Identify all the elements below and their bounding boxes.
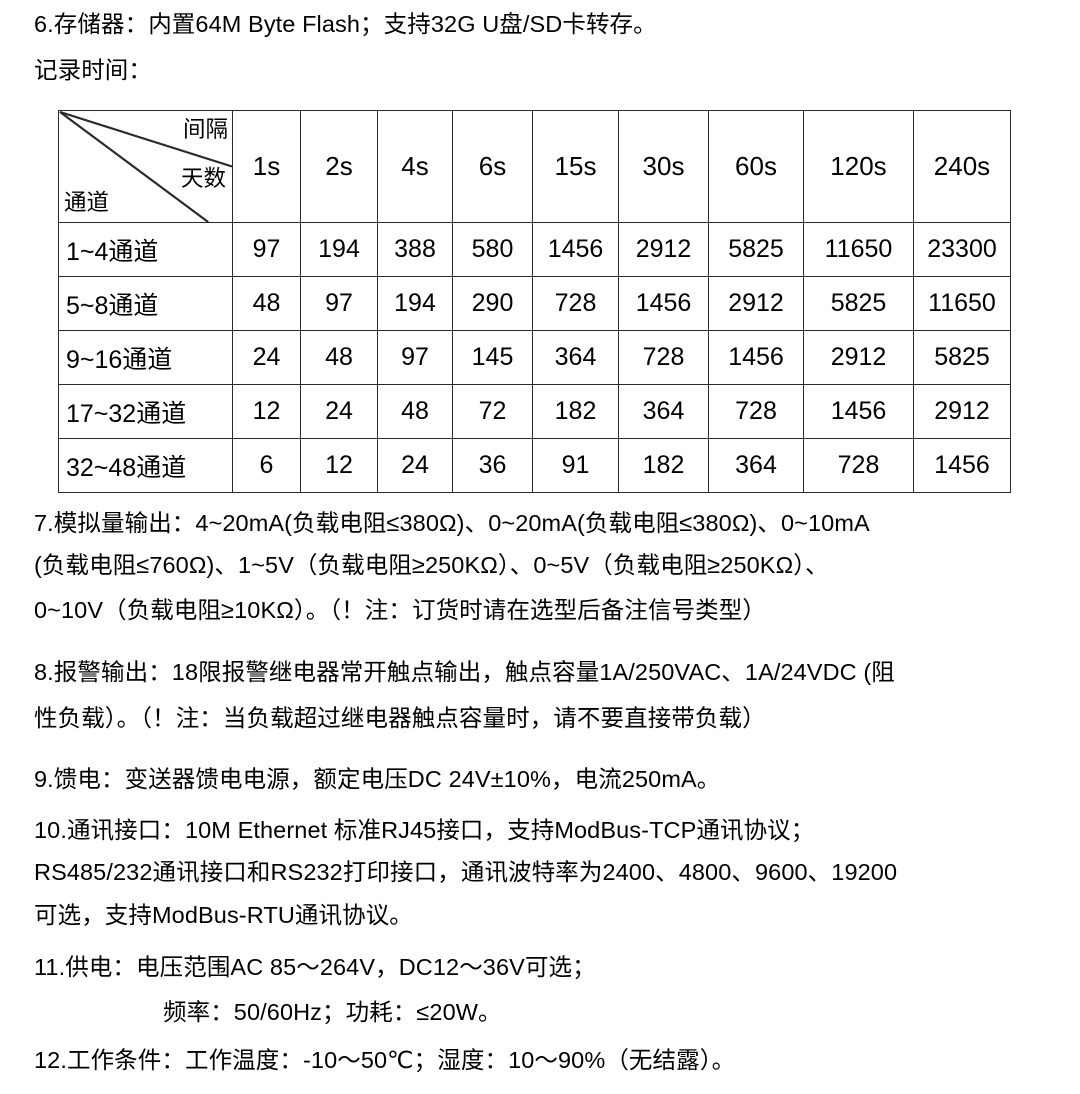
cell: 5825 [708,222,804,277]
cell: 1456 [913,438,1011,493]
analog-output-line-3: 0~10V（负载电阻≥10KΩ）。（！注：订货时请在选型后备注信号类型） [34,597,766,623]
cell: 728 [618,330,709,385]
cell: 5825 [803,276,914,331]
table-header-row: 间隔 天数 通道 1s 2s 4s 6s 15s 30s 60s 120s 24… [58,110,1011,223]
cell: 290 [452,276,533,331]
row-label-5-8: 5~8通道 [58,276,233,331]
feed-power-line-1: 9.馈电：变送器馈电电源，额定电压DC 24V±10%，电流250mA。 [34,766,721,792]
cell: 24 [377,438,453,493]
power-supply-line-2: 频率：50/60Hz；功耗：≤20W。 [163,999,502,1025]
cell: 728 [708,384,804,439]
alarm-output-line-1: 8.报警输出：18限报警继电器常开触点输出，触点容量1A/250VAC、1A/2… [34,659,895,685]
column-header-6s: 6s [452,110,533,223]
cell: 11650 [913,276,1011,331]
cell: 194 [300,222,378,277]
cell: 2912 [803,330,914,385]
column-header-60s: 60s [708,110,804,223]
cell: 97 [300,276,378,331]
analog-output-line-2: (负载电阻≤760Ω)、1~5V（负载电阻≥250KΩ）、0~5V（负载电阻≥2… [34,552,829,578]
diagonal-split-lines-icon [59,111,232,222]
cell: 48 [300,330,378,385]
cell: 91 [532,438,619,493]
row-label-17-32: 17~32通道 [58,384,233,439]
cell: 6 [232,438,301,493]
table-row: 32~48通道 6 12 24 36 91 182 364 728 1456 [58,438,1011,493]
storage-spec-line: 6.存储器：内置64M Byte Flash；支持32G U盘/SD卡转存。 [34,11,657,37]
cell: 364 [618,384,709,439]
table-row: 9~16通道 24 48 97 145 364 728 1456 2912 58… [58,330,1011,385]
analog-output-line-1: 7.模拟量输出：4~20mA(负载电阻≤380Ω)、0~20mA(负载电阻≤38… [34,510,870,536]
cell: 2912 [618,222,709,277]
row-label-9-16: 9~16通道 [58,330,233,385]
cell: 72 [452,384,533,439]
cell: 24 [232,330,301,385]
cell: 728 [803,438,914,493]
cell: 12 [232,384,301,439]
record-time-label: 记录时间： [34,57,152,83]
cell: 97 [232,222,301,277]
corner-interval-label: 间隔 [182,117,228,142]
cell: 728 [532,276,619,331]
column-header-30s: 30s [618,110,709,223]
cell: 36 [452,438,533,493]
cell: 11650 [803,222,914,277]
cell: 2912 [913,384,1011,439]
cell: 5825 [913,330,1011,385]
cell: 12 [300,438,378,493]
column-header-240s: 240s [913,110,1011,223]
cell: 182 [618,438,709,493]
corner-days-label: 天数 [180,165,226,191]
cell: 1456 [532,222,619,277]
power-supply-line-1: 11.供电：电压范围AC 85～264V，DC12～36V可选； [34,954,596,980]
operating-conditions-line-1: 12.工作条件：工作温度：-10～50℃；湿度：10～90%（无结露）。 [34,1047,736,1073]
cell: 1456 [618,276,709,331]
corner-channel-label: 通道 [64,189,110,215]
cell: 24 [300,384,378,439]
cell: 97 [377,330,453,385]
record-time-table: 间隔 天数 通道 1s 2s 4s 6s 15s 30s 60s 120s 24… [58,110,1011,493]
row-label-32-48: 32~48通道 [58,438,233,493]
cell: 194 [377,276,453,331]
comm-interface-line-1: 10.通讯接口：10M Ethernet 标准RJ45接口，支持ModBus-T… [34,817,815,843]
cell: 388 [377,222,453,277]
cell: 364 [532,330,619,385]
alarm-output-line-2: 性负载）。（！注：当负载超过继电器触点容量时，请不要直接带负载） [34,705,766,731]
table-row: 1~4通道 97 194 388 580 1456 2912 5825 1165… [58,222,1011,277]
cell: 1456 [708,330,804,385]
cell: 364 [708,438,804,493]
cell: 48 [377,384,453,439]
cell: 48 [232,276,301,331]
column-header-4s: 4s [377,110,453,223]
row-label-1-4: 1~4通道 [58,222,233,277]
column-header-1s: 1s [232,110,301,223]
comm-interface-line-2: RS485/232通讯接口和RS232打印接口，通讯波特率为2400、4800、… [34,859,898,885]
table-row: 17~32通道 12 24 48 72 182 364 728 1456 291… [58,384,1011,439]
cell: 182 [532,384,619,439]
table-row: 5~8通道 48 97 194 290 728 1456 2912 5825 1… [58,276,1011,331]
column-header-120s: 120s [803,110,914,223]
cell: 23300 [913,222,1011,277]
cell: 2912 [708,276,804,331]
cell: 145 [452,330,533,385]
table-corner-cell: 间隔 天数 通道 [58,110,233,223]
cell: 580 [452,222,533,277]
cell: 1456 [803,384,914,439]
comm-interface-line-3: 可选，支持ModBus-RTU通讯协议。 [34,902,413,928]
column-header-15s: 15s [532,110,619,223]
column-header-2s: 2s [300,110,378,223]
